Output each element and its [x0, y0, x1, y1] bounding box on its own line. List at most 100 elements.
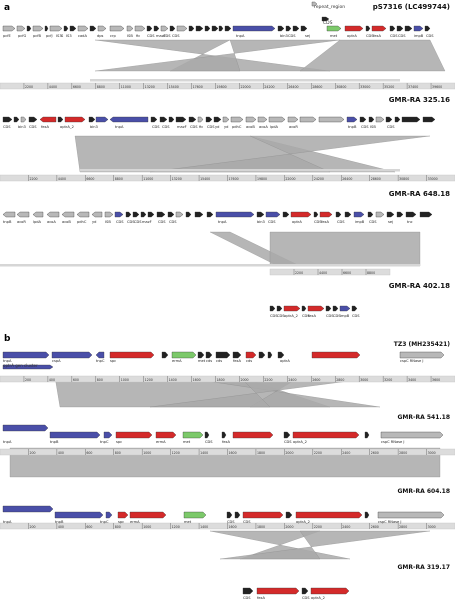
gene-arrow: [257, 116, 268, 123]
gene-arrow: [49, 25, 63, 32]
gene-arrow: [76, 211, 90, 218]
ruler-tick-label: 26400: [342, 177, 352, 181]
ruler-tick-label: 11000: [143, 177, 153, 181]
gene-label: bin3: [280, 34, 288, 38]
ruler-tick-label: 37400: [408, 85, 418, 89]
gene-arrow: [2, 211, 16, 218]
gene-label: ISB: [370, 125, 376, 129]
gene-arrow: [232, 431, 274, 439]
gene-label: tnpB: [50, 440, 59, 444]
gene-arrow: [175, 211, 184, 218]
gene-label: bin3: [90, 125, 98, 129]
gene-arrow: [88, 116, 96, 123]
gene-arrow: [285, 25, 292, 32]
gene-arrow: [367, 211, 374, 218]
gene-label: met: [330, 34, 338, 38]
ruler-tick-label: 2000: [285, 525, 293, 529]
gene-label: spc: [116, 440, 122, 444]
gene-label: impB: [414, 34, 424, 38]
gene-label: sej: [305, 34, 310, 38]
ruler-tick-label: 1600: [229, 525, 237, 529]
gene-label: CDS: [387, 125, 395, 129]
gene-arrow: [95, 116, 109, 123]
gene-label: CDS: [3, 125, 11, 129]
gene-arrow: [405, 211, 417, 218]
gene-arrow: [319, 211, 333, 218]
gene-label: CDS: [366, 34, 374, 38]
gene-arrow: [16, 211, 30, 218]
gene-label: CDS: [29, 125, 37, 129]
gene-arrow: [422, 116, 436, 123]
gene-label: CDS: [302, 314, 310, 318]
gene-arrow: [26, 25, 32, 32]
gene-arrow: [175, 116, 187, 123]
gene-label: CDS: [190, 125, 198, 129]
gene-label: fic: [136, 34, 140, 38]
gene-label: optrA_2: [284, 314, 298, 318]
gene-arrow: [134, 25, 146, 32]
gene-label: fexA: [257, 596, 266, 600]
gene-arrow: [188, 116, 197, 123]
gene-label: optrA_2: [296, 520, 310, 524]
gene-arrow: [290, 211, 312, 218]
gene-arrow: [150, 116, 158, 123]
gene-label: fexA: [222, 440, 231, 444]
gene-label: cds: [216, 359, 222, 363]
gene-label: acoA: [259, 125, 268, 129]
gene-arrow: [168, 116, 175, 123]
ruler-tick-label: 2000: [240, 378, 248, 382]
gene-arrow: [69, 25, 77, 32]
ruler-tick-label: 1800: [217, 378, 225, 382]
gene-arrow: [39, 116, 57, 123]
ruler-tick-label: 2200: [264, 378, 272, 382]
track-title-ps7316: pS7316 (LC499744): [373, 3, 450, 11]
ruler-tick-label: 3200: [384, 378, 392, 382]
ruler-tick-label: 1800: [257, 451, 265, 455]
ruler-tick-label: 2600: [371, 451, 379, 455]
ruler-tick-label: 200: [29, 525, 35, 529]
gene-arrow: [377, 511, 445, 519]
gene-arrow: [307, 305, 325, 312]
ruler-tick-label: 6600: [73, 85, 81, 89]
ruler-tick-label: 1800: [257, 525, 265, 529]
ruler-bar: [0, 375, 455, 383]
ruler-tick-label: 3400: [408, 378, 416, 382]
ruler-tick-label: 30800: [336, 85, 346, 89]
ruler-tick-label: 17600: [229, 177, 239, 181]
ruler-tick-label: 19800: [217, 85, 227, 89]
gene-label: ISB: [105, 220, 111, 224]
gene-label: CDS: [284, 440, 292, 444]
gene-arrow: [205, 351, 213, 359]
gene-label: tnpB: [348, 125, 357, 129]
ruler-tick-label: 2600: [371, 525, 379, 529]
ruler-tick-label: 200: [29, 451, 35, 455]
gene-label: CDS: [147, 34, 155, 38]
ruler-tick-label: 2800: [399, 525, 407, 529]
gene-label: sej: [388, 220, 393, 224]
track-title-ra604: GMR-RA 604.18: [397, 488, 450, 495]
ruler-tick-label: 600: [73, 378, 79, 382]
gene-arrow: [353, 211, 365, 218]
gene-label: CDS: [426, 34, 434, 38]
gene-arrow: [153, 25, 160, 32]
gene-label: impB: [340, 314, 350, 318]
gene-arrow: [211, 25, 219, 32]
gene-arrow: [344, 211, 352, 218]
gene-arrow: [287, 116, 299, 123]
gene-label: CDS: [152, 125, 160, 129]
gene-arrow: [364, 511, 370, 519]
gene-label: cspA: [52, 359, 61, 363]
gene-label: mazF: [177, 125, 187, 129]
region-bar: [90, 79, 400, 82]
gene-arrow: [419, 211, 433, 218]
homology-ribbon: [299, 39, 446, 72]
ruler-tick-label: 17600: [193, 85, 203, 89]
gene-arrow: [394, 116, 401, 123]
ruler-tick-label: 4400: [49, 85, 57, 89]
gene-label: pdhC: [77, 220, 87, 224]
ruler-tick-label: 2400: [342, 525, 350, 529]
gene-arrow: [103, 431, 113, 439]
gene-label: bin3: [18, 125, 26, 129]
gene-label: optrA_2: [293, 440, 307, 444]
gene-arrow: [204, 25, 211, 32]
